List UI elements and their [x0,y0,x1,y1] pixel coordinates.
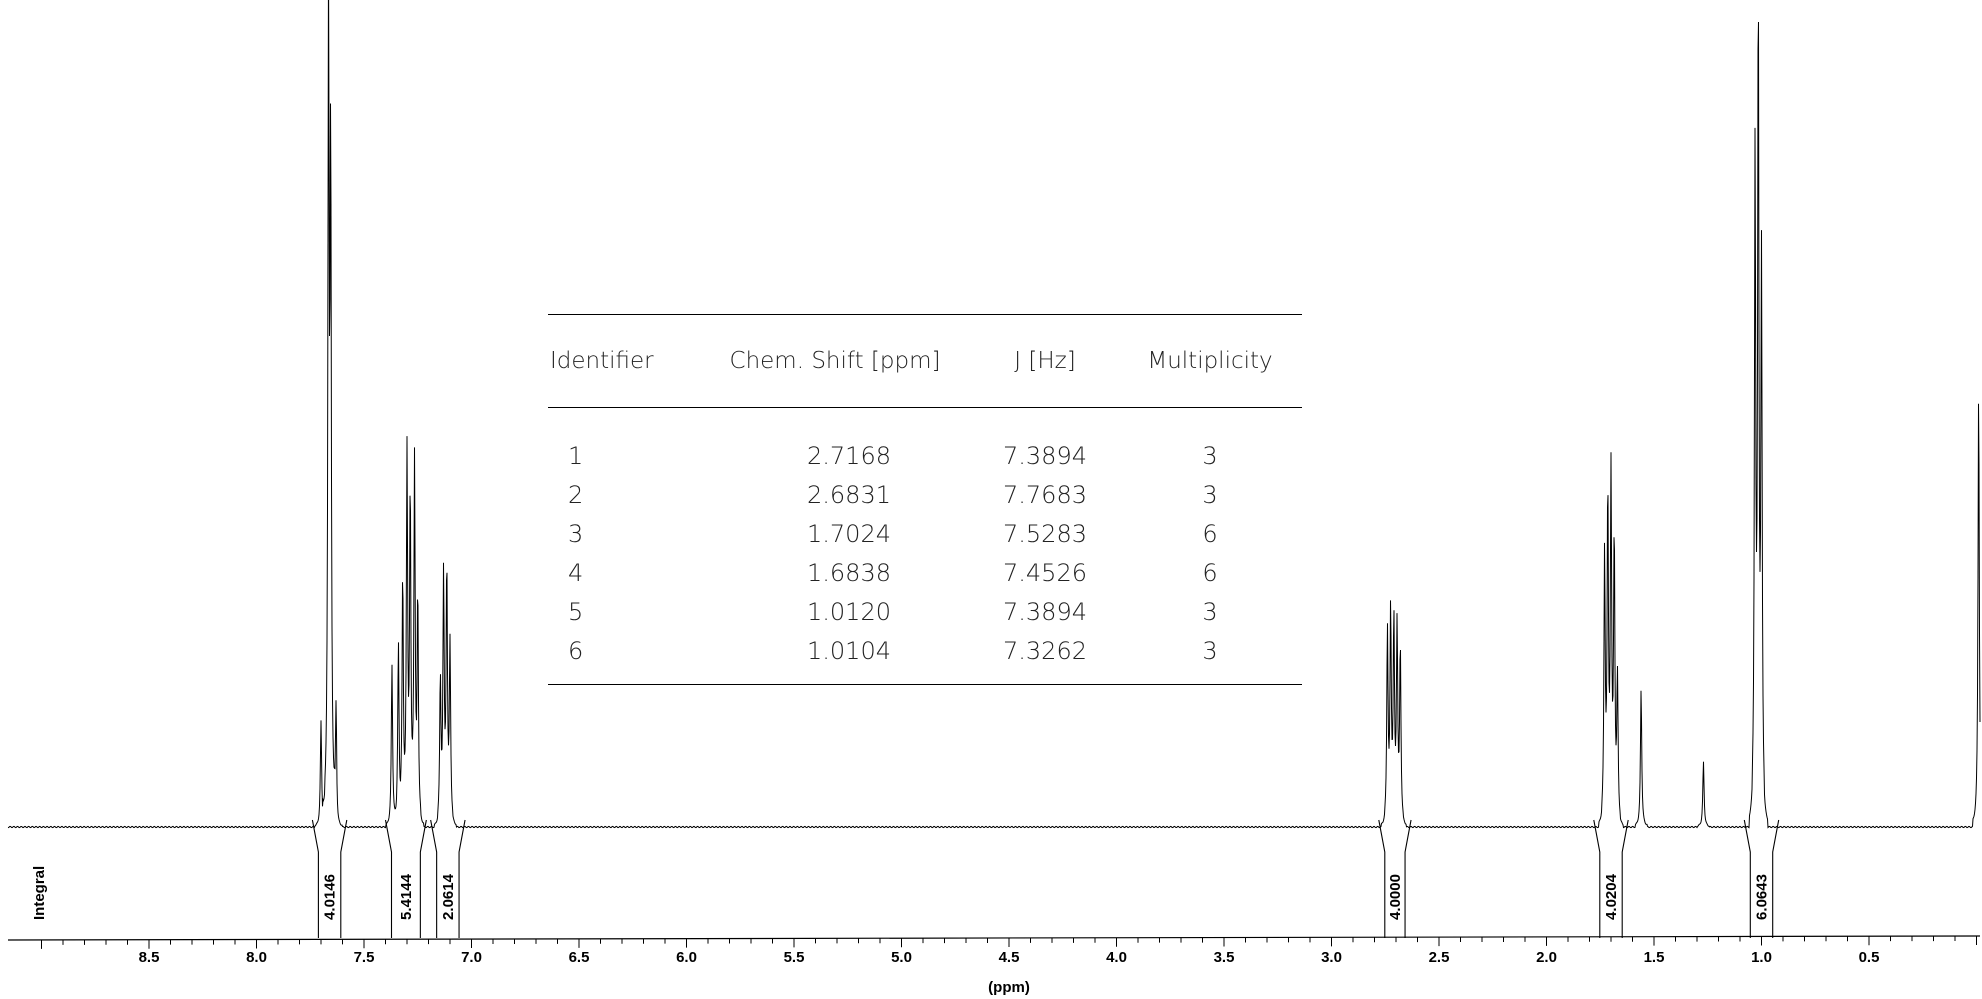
spectrum-trace [7,0,1981,829]
table-row: 3 1.7024 7.5283 6 [548,514,1302,553]
cell-multiplicity: 3 [1202,597,1218,626]
table-row: 6 1.0104 7.3262 3 [548,631,1302,670]
cell-j: 7.5283 [1003,519,1087,548]
integral-region: 4.0204 [1593,819,1629,938]
x-tick-label: 4.0 [1106,949,1127,966]
cell-chem-shift: 1.7024 [807,519,891,548]
integral-axis-label: Integral [31,866,48,920]
x-axis: 8.5 8.0 7.5 7.0 6.5 6.0 5.5 5.0 4.5 4.0 3.5 3.0 2.5 2… [7,935,1981,966]
cell-identifier: 5 [568,597,584,626]
cell-identifier: 2 [568,480,584,509]
header-identifier: Identifier [550,348,654,374]
integral-region: 5.4144 [384,819,427,938]
x-tick-label: 6.0 [676,949,697,966]
integral-region: 2.0614 [430,819,466,938]
cell-chem-shift: 2.6831 [807,480,891,509]
x-tick-label: 2.5 [1429,949,1450,966]
integral-value: 6.0643 [1754,874,1771,920]
cell-multiplicity: 6 [1202,519,1218,548]
cell-j: 7.7683 [1003,480,1087,509]
integral-region-group: 4.0146 5.4144 2.0614 4.0000 4.0204 6.0643 [311,819,1780,938]
integral-bracket [1743,819,1780,938]
x-tick-label: 0.5 [1859,949,1880,966]
x-tick-label: 2.0 [1536,949,1557,966]
header-chem-shift: Chem. Shift [ppm] [729,348,941,374]
integral-value: 5.4144 [398,873,415,920]
cell-multiplicity: 3 [1202,441,1218,470]
integral-bracket [311,819,348,938]
integral-bracket [1593,819,1629,938]
header-multiplicity: Multiplicity [1147,348,1273,374]
integral-bracket [1378,819,1412,938]
cell-chem-shift: 1.6838 [807,558,891,587]
table-row: 4 1.6838 7.4526 6 [548,553,1302,592]
x-tick-label: 5.0 [891,949,912,966]
integral-region: 4.0146 [311,819,348,938]
table-row: 1 2.7168 7.3894 3 [548,436,1302,475]
cell-j: 7.4526 [1003,558,1087,587]
x-tick-label: 3.0 [1321,949,1342,966]
integral-region: 6.0643 [1743,819,1780,938]
table-row: 2 2.6831 7.7683 3 [548,475,1302,514]
x-tick-label: 7.5 [354,949,375,966]
peak-table: Identifier Chem. Shift [ppm] J [Hz] Mult… [548,314,1302,685]
cell-chem-shift: 1.0104 [807,636,891,665]
cell-identifier: 1 [568,441,584,470]
cell-j: 7.3894 [1003,597,1087,626]
x-tick-label: 1.5 [1644,949,1665,966]
table-header-row: Identifier Chem. Shift [ppm] J [Hz] Mult… [548,315,1302,408]
cell-multiplicity: 3 [1202,480,1218,509]
table-top-rule [548,314,1302,315]
table-row: 5 1.0120 7.3894 3 [548,592,1302,631]
cell-identifier: 6 [568,636,584,665]
x-tick-label: 7.0 [461,949,482,966]
cell-j: 7.3262 [1003,636,1087,665]
cell-identifier: 4 [568,558,584,587]
x-tick-label: 6.5 [569,949,590,966]
integral-bracket [430,819,466,938]
x-tick-label: 3.5 [1214,949,1235,966]
x-tick-label: 1.0 [1751,949,1772,966]
integral-bracket [384,819,427,938]
integral-value: 4.0204 [1603,873,1620,920]
cell-multiplicity: 6 [1202,558,1218,587]
integral-value: 4.0000 [1387,874,1404,920]
header-j: J [Hz] [1014,348,1076,374]
spectrum-line [7,0,1981,829]
x-tick-label: 4.5 [999,949,1020,966]
x-axis-line [7,935,1981,941]
x-tick-label: 8.5 [139,949,160,966]
table-body: 1 2.7168 7.3894 3 2 2.6831 7.7683 3 3 1.… [548,408,1302,685]
integral-value: 2.0614 [440,873,457,920]
x-tick-label: 5.5 [784,949,805,966]
integral-value: 4.0146 [322,874,339,920]
cell-j: 7.3894 [1003,441,1087,470]
integral-region: 4.0000 [1378,819,1412,938]
x-axis-label: (ppm) [988,979,1030,996]
cell-chem-shift: 1.0120 [807,597,891,626]
x-tick-label: 8.0 [246,949,267,966]
cell-chem-shift: 2.7168 [807,441,891,470]
cell-multiplicity: 3 [1202,636,1218,665]
cell-identifier: 3 [568,519,584,548]
